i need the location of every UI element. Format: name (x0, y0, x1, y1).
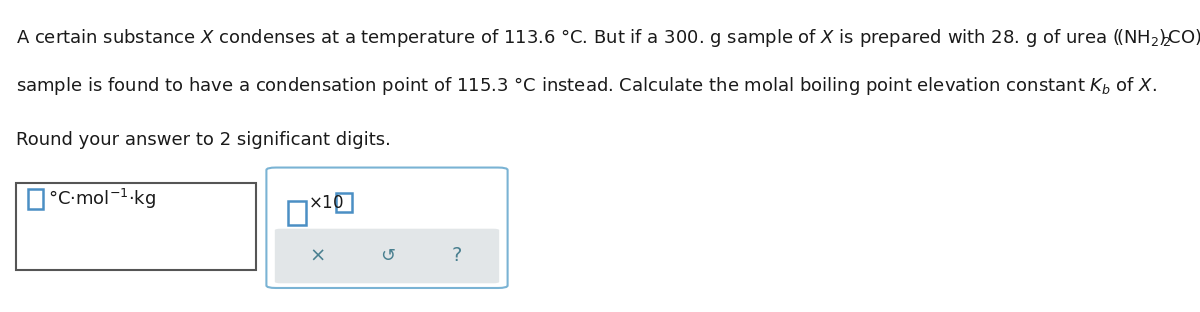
Text: A certain substance $\mathit{X}$ condenses at a temperature of 113.6 °C. But if : A certain substance $\mathit{X}$ condens… (16, 27, 1200, 49)
Text: sample is found to have a condensation point of 115.3 °C instead. Calculate the : sample is found to have a condensation p… (16, 75, 1157, 97)
Text: ×: × (310, 246, 326, 266)
Text: $\times$10: $\times$10 (308, 194, 344, 212)
Text: Round your answer to 2 significant digits.: Round your answer to 2 significant digit… (16, 131, 390, 149)
Text: ↺: ↺ (380, 247, 395, 265)
Text: ?: ? (452, 246, 462, 266)
Text: °C·mol$^{-1}$·kg: °C·mol$^{-1}$·kg (48, 187, 156, 211)
